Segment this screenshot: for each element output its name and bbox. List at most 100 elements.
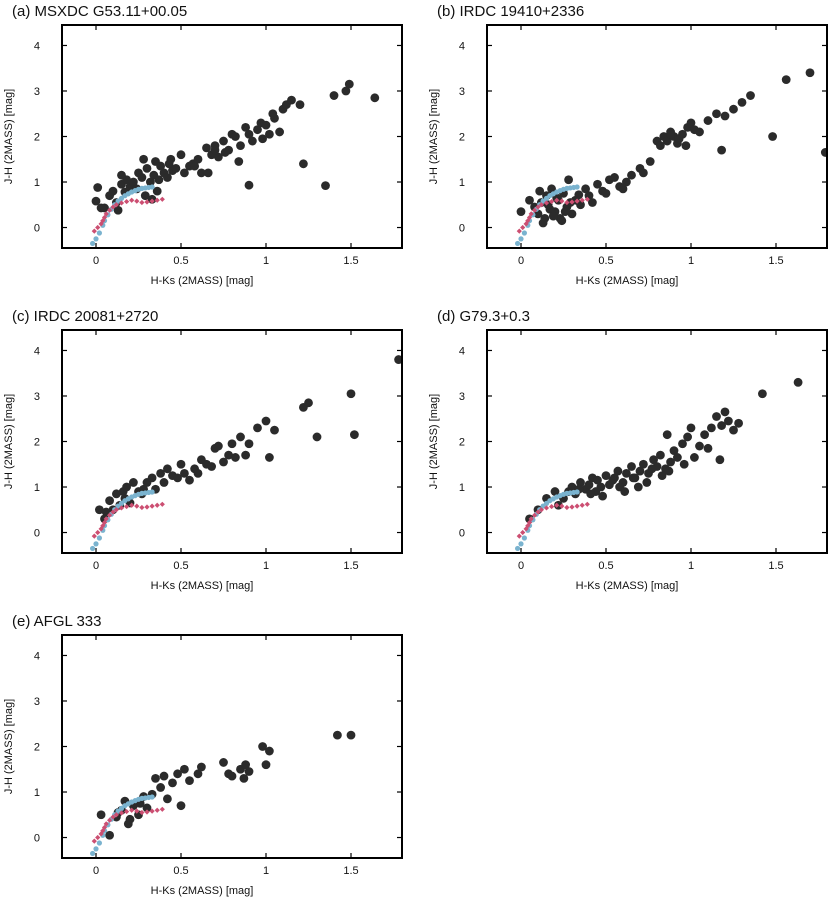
- giant-track-point: [569, 199, 575, 205]
- data-point: [180, 168, 189, 178]
- data-point: [720, 407, 730, 417]
- y-axis-label: J-H (2MASS) [mag]: [428, 89, 440, 184]
- y-tick-label: 2: [459, 132, 465, 144]
- data-point: [185, 776, 194, 786]
- giant-track-point: [554, 197, 560, 203]
- data-point: [129, 177, 138, 187]
- data-point: [112, 489, 121, 499]
- data-point: [695, 441, 704, 451]
- data-point: [275, 127, 284, 137]
- x-tick-label: 1.5: [768, 560, 783, 572]
- data-point: [737, 97, 747, 107]
- data-point: [91, 196, 101, 206]
- data-point: [265, 746, 274, 756]
- data-point: [304, 398, 313, 408]
- giant-track-point: [118, 200, 125, 206]
- x-tick-label: 0.5: [173, 865, 188, 877]
- data-point: [234, 157, 244, 166]
- giant-track-point: [113, 812, 119, 818]
- data-point: [244, 180, 254, 190]
- panel-title: (a) MSXDC G53.11+00.05: [12, 3, 187, 20]
- data-point: [707, 423, 716, 433]
- data-point: [548, 211, 558, 221]
- y-tick-label: 0: [459, 528, 465, 540]
- giant-track-point: [538, 202, 544, 208]
- data-point: [168, 778, 177, 788]
- dwarf-track-point: [149, 184, 155, 190]
- giant-track-point: [118, 810, 125, 816]
- data-point: [615, 482, 624, 492]
- data-point: [142, 803, 152, 813]
- x-tick-label: 1.5: [768, 255, 783, 267]
- data-point: [586, 489, 596, 499]
- giant-track-point: [139, 809, 145, 816]
- data-point: [236, 432, 245, 442]
- data-point: [185, 475, 194, 485]
- panel-title: (e) AFGL 333: [12, 613, 102, 630]
- y-tick-label: 2: [34, 132, 40, 144]
- data-point: [156, 161, 166, 171]
- x-axis-label: H-Ks (2MASS) [mag]: [151, 885, 254, 897]
- dwarf-track-point: [521, 230, 528, 236]
- data-point: [370, 93, 380, 103]
- dwarf-track-point: [515, 240, 521, 247]
- data-point: [673, 453, 682, 462]
- giant-track-point: [579, 197, 585, 203]
- y-tick-label: 3: [34, 86, 40, 98]
- data-point: [173, 473, 183, 483]
- data-point: [239, 773, 249, 783]
- dwarf-track-point: [518, 236, 524, 242]
- data-point: [244, 767, 254, 776]
- plot-area: [515, 377, 803, 552]
- giant-track-point: [564, 504, 570, 511]
- data-point: [720, 111, 730, 121]
- giant-track-point: [554, 502, 560, 508]
- giant-track-point: [149, 198, 155, 204]
- data-point: [159, 771, 169, 781]
- giant-track-point: [91, 838, 97, 844]
- data-point: [156, 783, 166, 792]
- dwarf-track-point: [96, 840, 102, 846]
- x-tick-label: 1.5: [343, 560, 358, 572]
- data-point: [793, 377, 803, 387]
- data-point: [299, 159, 308, 169]
- data-point: [633, 482, 643, 492]
- data-point: [525, 195, 534, 205]
- data-point: [176, 801, 186, 811]
- data-point: [241, 450, 251, 460]
- giant-track-point: [107, 817, 113, 823]
- data-point: [394, 355, 402, 364]
- data-point: [567, 482, 577, 492]
- data-point: [190, 161, 200, 171]
- data-point: [117, 170, 126, 180]
- y-tick-label: 4: [34, 40, 40, 52]
- x-tick-label: 1: [688, 560, 694, 572]
- data-point: [618, 184, 628, 194]
- y-tick-label: 0: [34, 223, 40, 235]
- data-point: [219, 457, 228, 467]
- giant-track-point: [154, 502, 160, 508]
- data-point: [231, 453, 240, 462]
- y-tick-label: 2: [459, 437, 465, 449]
- data-point: [729, 104, 738, 114]
- data-point: [768, 132, 777, 141]
- giant-track-point: [110, 509, 116, 515]
- data-point: [601, 188, 611, 198]
- data-point: [231, 132, 240, 141]
- data-point: [197, 762, 206, 772]
- giant-track-point: [129, 807, 135, 813]
- data-point: [805, 68, 815, 78]
- data-point: [656, 141, 665, 151]
- giant-track-point: [113, 202, 119, 208]
- x-tick-label: 1: [263, 560, 269, 572]
- data-point: [108, 186, 118, 196]
- panel-d: (d) G79.3+0.3 0 0.5 1 1.5 0 1 2 3 4 H-Ks (2MASS) […: [428, 308, 828, 592]
- giant-track-point: [523, 221, 529, 227]
- data-point: [574, 190, 584, 200]
- data-point: [140, 191, 150, 201]
- giant-track-point: [559, 503, 565, 509]
- data-point: [717, 145, 726, 155]
- giant-track-point: [559, 198, 565, 204]
- data-point: [557, 216, 567, 226]
